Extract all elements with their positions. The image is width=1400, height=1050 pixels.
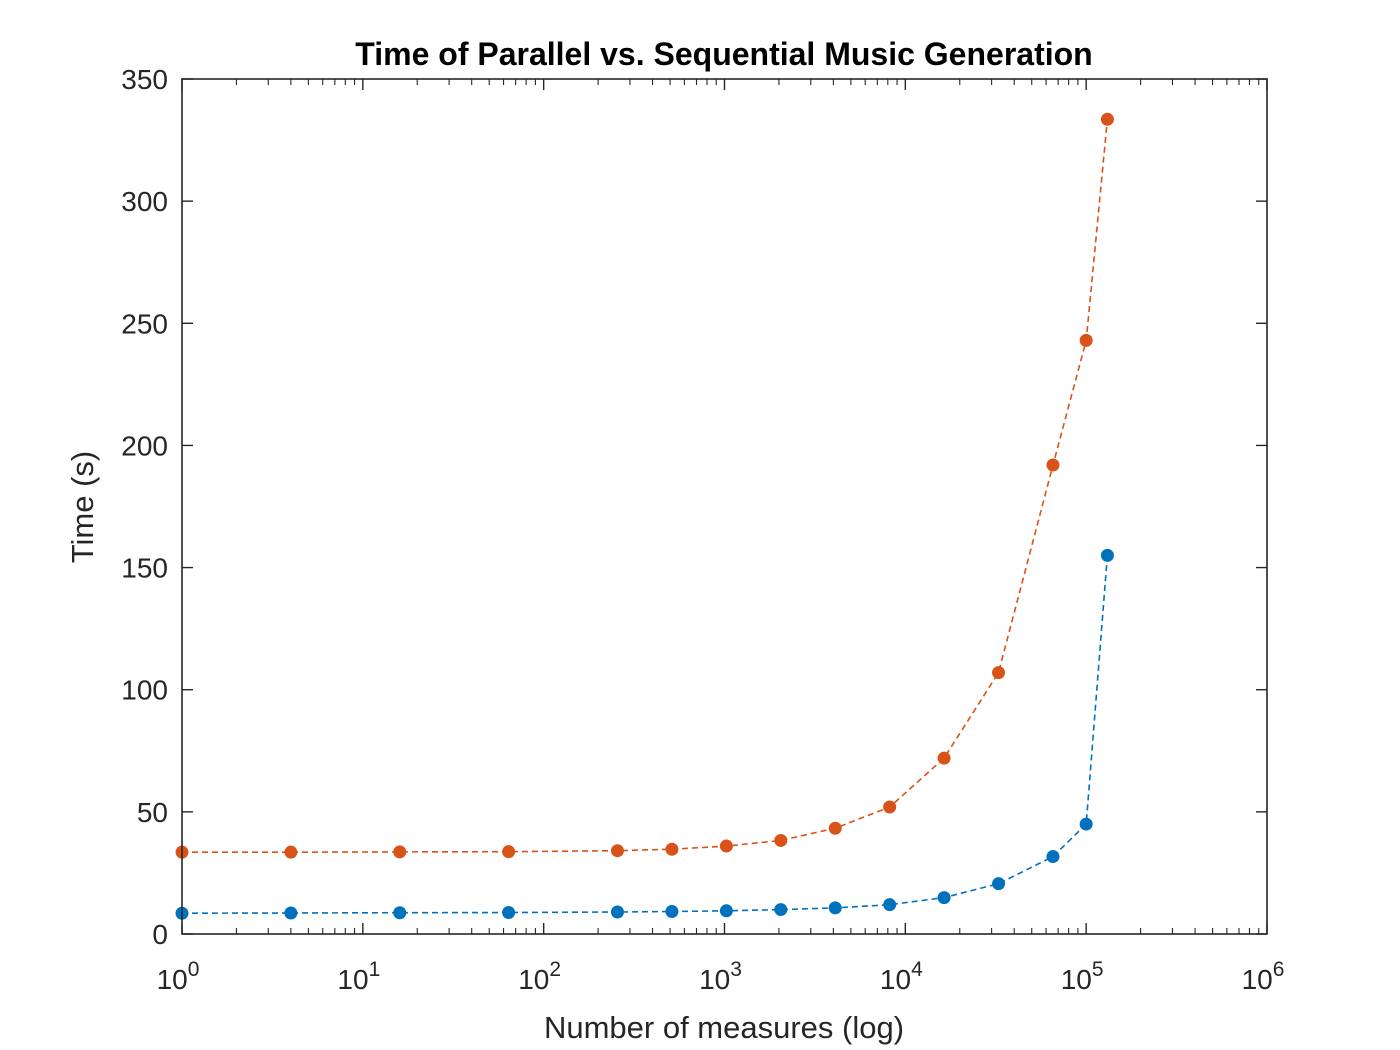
x-tick-label: 106 (1242, 958, 1285, 995)
data-point (774, 903, 788, 917)
x-tick-label: 104 (880, 958, 923, 995)
data-point (665, 842, 679, 856)
data-point (1079, 817, 1093, 831)
x-tick-label: 103 (699, 958, 742, 995)
data-point (937, 751, 951, 765)
x-axis-label: Number of measures (log) (544, 1010, 904, 1045)
data-point (610, 844, 624, 858)
data-point (502, 906, 516, 920)
data-point (284, 906, 298, 920)
y-tick-label: 100 (121, 675, 168, 706)
data-point (828, 901, 842, 915)
series-2 (175, 112, 1114, 859)
data-point (719, 904, 733, 918)
data-point (719, 839, 733, 853)
data-point (883, 898, 897, 912)
data-point (1046, 458, 1060, 472)
y-tick-label: 0 (152, 919, 168, 950)
data-point (610, 905, 624, 919)
x-tick-label: 102 (518, 958, 561, 995)
x-tick-label: 105 (1061, 958, 1104, 995)
data-point (883, 800, 897, 814)
data-point (284, 845, 298, 859)
data-point (828, 821, 842, 835)
series-1 (175, 548, 1114, 920)
data-point (393, 906, 407, 920)
data-point (665, 905, 679, 919)
y-tick-label: 300 (121, 186, 168, 217)
y-tick-label: 350 (121, 64, 168, 95)
data-point (502, 845, 516, 859)
data-point (1100, 548, 1114, 562)
data-point (1079, 333, 1093, 347)
data-point (937, 891, 951, 905)
y-axis-ticks: 0 50 100 150 200 250 300 350 (121, 64, 1267, 950)
series-line (182, 119, 1109, 854)
y-tick-label: 150 (121, 553, 168, 584)
y-tick-label: 250 (121, 308, 168, 339)
chart-title: Time of Parallel vs. Sequential Music Ge… (355, 36, 1092, 72)
plot-area-box (181, 78, 1268, 935)
data-point (992, 877, 1006, 891)
x-axis-ticks: 100 101 102 103 104 105 106 (157, 79, 1285, 995)
x-tick-label: 100 (157, 958, 200, 995)
y-tick-label: 200 (121, 430, 168, 461)
y-tick-label: 50 (137, 797, 168, 828)
series-line (181, 555, 1109, 915)
data-point (1100, 112, 1114, 126)
data-point (393, 845, 407, 859)
data-point (1046, 850, 1060, 864)
y-axis-label: Time (s) (65, 451, 100, 564)
x-tick-label: 101 (337, 958, 380, 995)
data-point (774, 833, 788, 847)
plot-series (175, 112, 1114, 920)
data-point (992, 666, 1006, 680)
